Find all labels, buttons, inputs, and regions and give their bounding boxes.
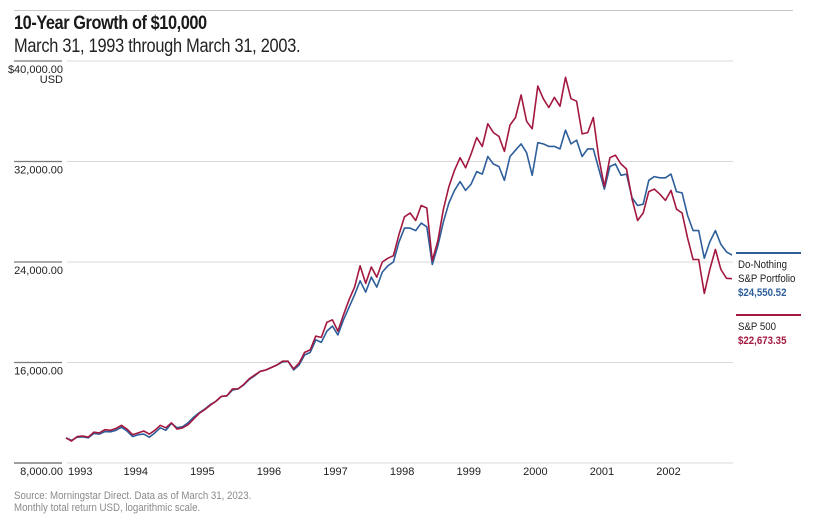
legend-do-nothing-value: $24,550.52 [738, 287, 787, 299]
x-tick-label: 1996 [257, 466, 281, 478]
x-tick-label: 1994 [124, 466, 148, 478]
x-tick-label: 2002 [656, 466, 680, 478]
series-line-do-nothing [65, 129, 733, 442]
chart-title: 10-Year Growth of $10,000 [14, 13, 207, 34]
x-tick-label: 1998 [390, 466, 414, 478]
legend-do-nothing-line1: Do-Nothing [738, 259, 787, 271]
chart-subtitle: March 31, 1993 through March 31, 2003. [14, 36, 301, 57]
x-axis: 1993 1994 1995 1996 1997 1998 1999 2000 2001 2002 [14, 462, 681, 478]
footer-source: Source: Morningstar Direct. Data as of M… [14, 490, 252, 502]
series-line-sp500 [65, 76, 733, 442]
legend-do-nothing-line2: S&P Portfolio [738, 273, 796, 285]
legend-sp500: S&P 500 $22,673.35 [738, 320, 786, 348]
y-tick-label: 32,000.00 [14, 165, 63, 177]
series-layer [65, 76, 733, 442]
x-tick-label: 2001 [590, 466, 614, 478]
x-tick-label: 1995 [190, 466, 214, 478]
grid-layer [67, 60, 733, 464]
y-tick-label: 16,000.00 [14, 366, 63, 378]
top-rule [14, 10, 793, 11]
x-tick-label: 1993 [68, 466, 92, 478]
y-tick-label: $40,000.00 [8, 64, 63, 76]
x-tick-label: 1997 [323, 466, 347, 478]
legend-do-nothing: Do-Nothing S&P Portfolio $24,550.52 [738, 258, 795, 300]
legend-lines [736, 252, 801, 316]
x-tick-label: 2000 [523, 466, 547, 478]
y-axis: 8,000.00 16,000.00 24,000.00 32,000.00 $40,0… [8, 60, 63, 478]
legend-sp500-line1: S&P 500 [738, 321, 777, 333]
legend-sp500-value: $22,673.35 [738, 335, 787, 347]
y-unit-label: USD [40, 74, 63, 86]
y-tick-label: 8,000.00 [20, 466, 63, 478]
footer-note: Monthly total return USD, logarithmic sc… [14, 502, 201, 514]
y-tick-label: 24,000.00 [14, 265, 63, 277]
x-tick-label: 1999 [457, 466, 481, 478]
